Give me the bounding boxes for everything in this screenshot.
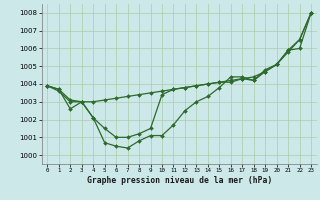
X-axis label: Graphe pression niveau de la mer (hPa): Graphe pression niveau de la mer (hPa) <box>87 176 272 185</box>
